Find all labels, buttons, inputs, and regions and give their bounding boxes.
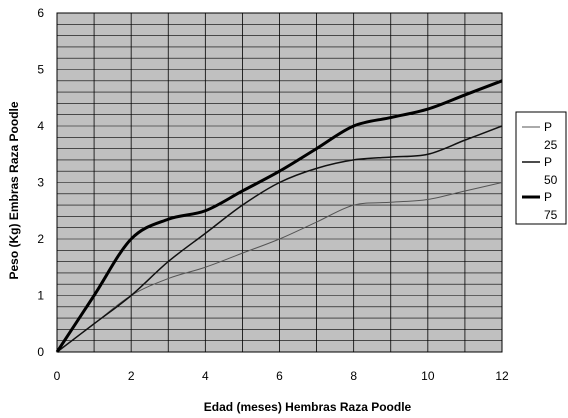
y-tick-label: 3 xyxy=(37,176,44,190)
x-tick-label: 8 xyxy=(350,369,357,383)
x-tick-label: 0 xyxy=(54,369,61,383)
y-axis-title: Peso (Kg) Embras Raza Poodle xyxy=(7,101,21,279)
y-tick-label: 0 xyxy=(37,345,44,359)
x-tick-label: 6 xyxy=(276,369,283,383)
x-tick-label: 2 xyxy=(128,369,135,383)
x-tick-label: 10 xyxy=(421,369,435,383)
series-lines xyxy=(55,79,503,353)
legend-label: 75 xyxy=(544,208,558,222)
legend-label: P xyxy=(544,120,552,134)
legend-label: P xyxy=(544,190,552,204)
x-tick-label: 4 xyxy=(202,369,209,383)
y-tick-label: 1 xyxy=(37,289,44,303)
x-axis-title: Edad (meses) Hembras Raza Poodle xyxy=(204,400,412,414)
y-tick-label: 2 xyxy=(37,232,44,246)
x-tick-label: 12 xyxy=(495,369,509,383)
y-tick-label: 4 xyxy=(37,119,44,133)
legend-box xyxy=(515,111,567,225)
legend-label: P xyxy=(544,155,552,169)
y-axis-ticks: 0 1 2 3 4 5 6 xyxy=(37,6,44,359)
legend-label: 25 xyxy=(544,138,558,152)
x-axis-ticks: 0 2 4 6 8 10 12 xyxy=(54,369,509,383)
series-line-p50 xyxy=(56,125,503,353)
y-tick-label: 5 xyxy=(37,63,44,77)
series-line-p75 xyxy=(55,79,503,353)
legend-label: 50 xyxy=(544,173,558,187)
y-tick-label: 6 xyxy=(37,6,44,20)
legend: P 25 P 50 P 75 xyxy=(515,111,567,225)
